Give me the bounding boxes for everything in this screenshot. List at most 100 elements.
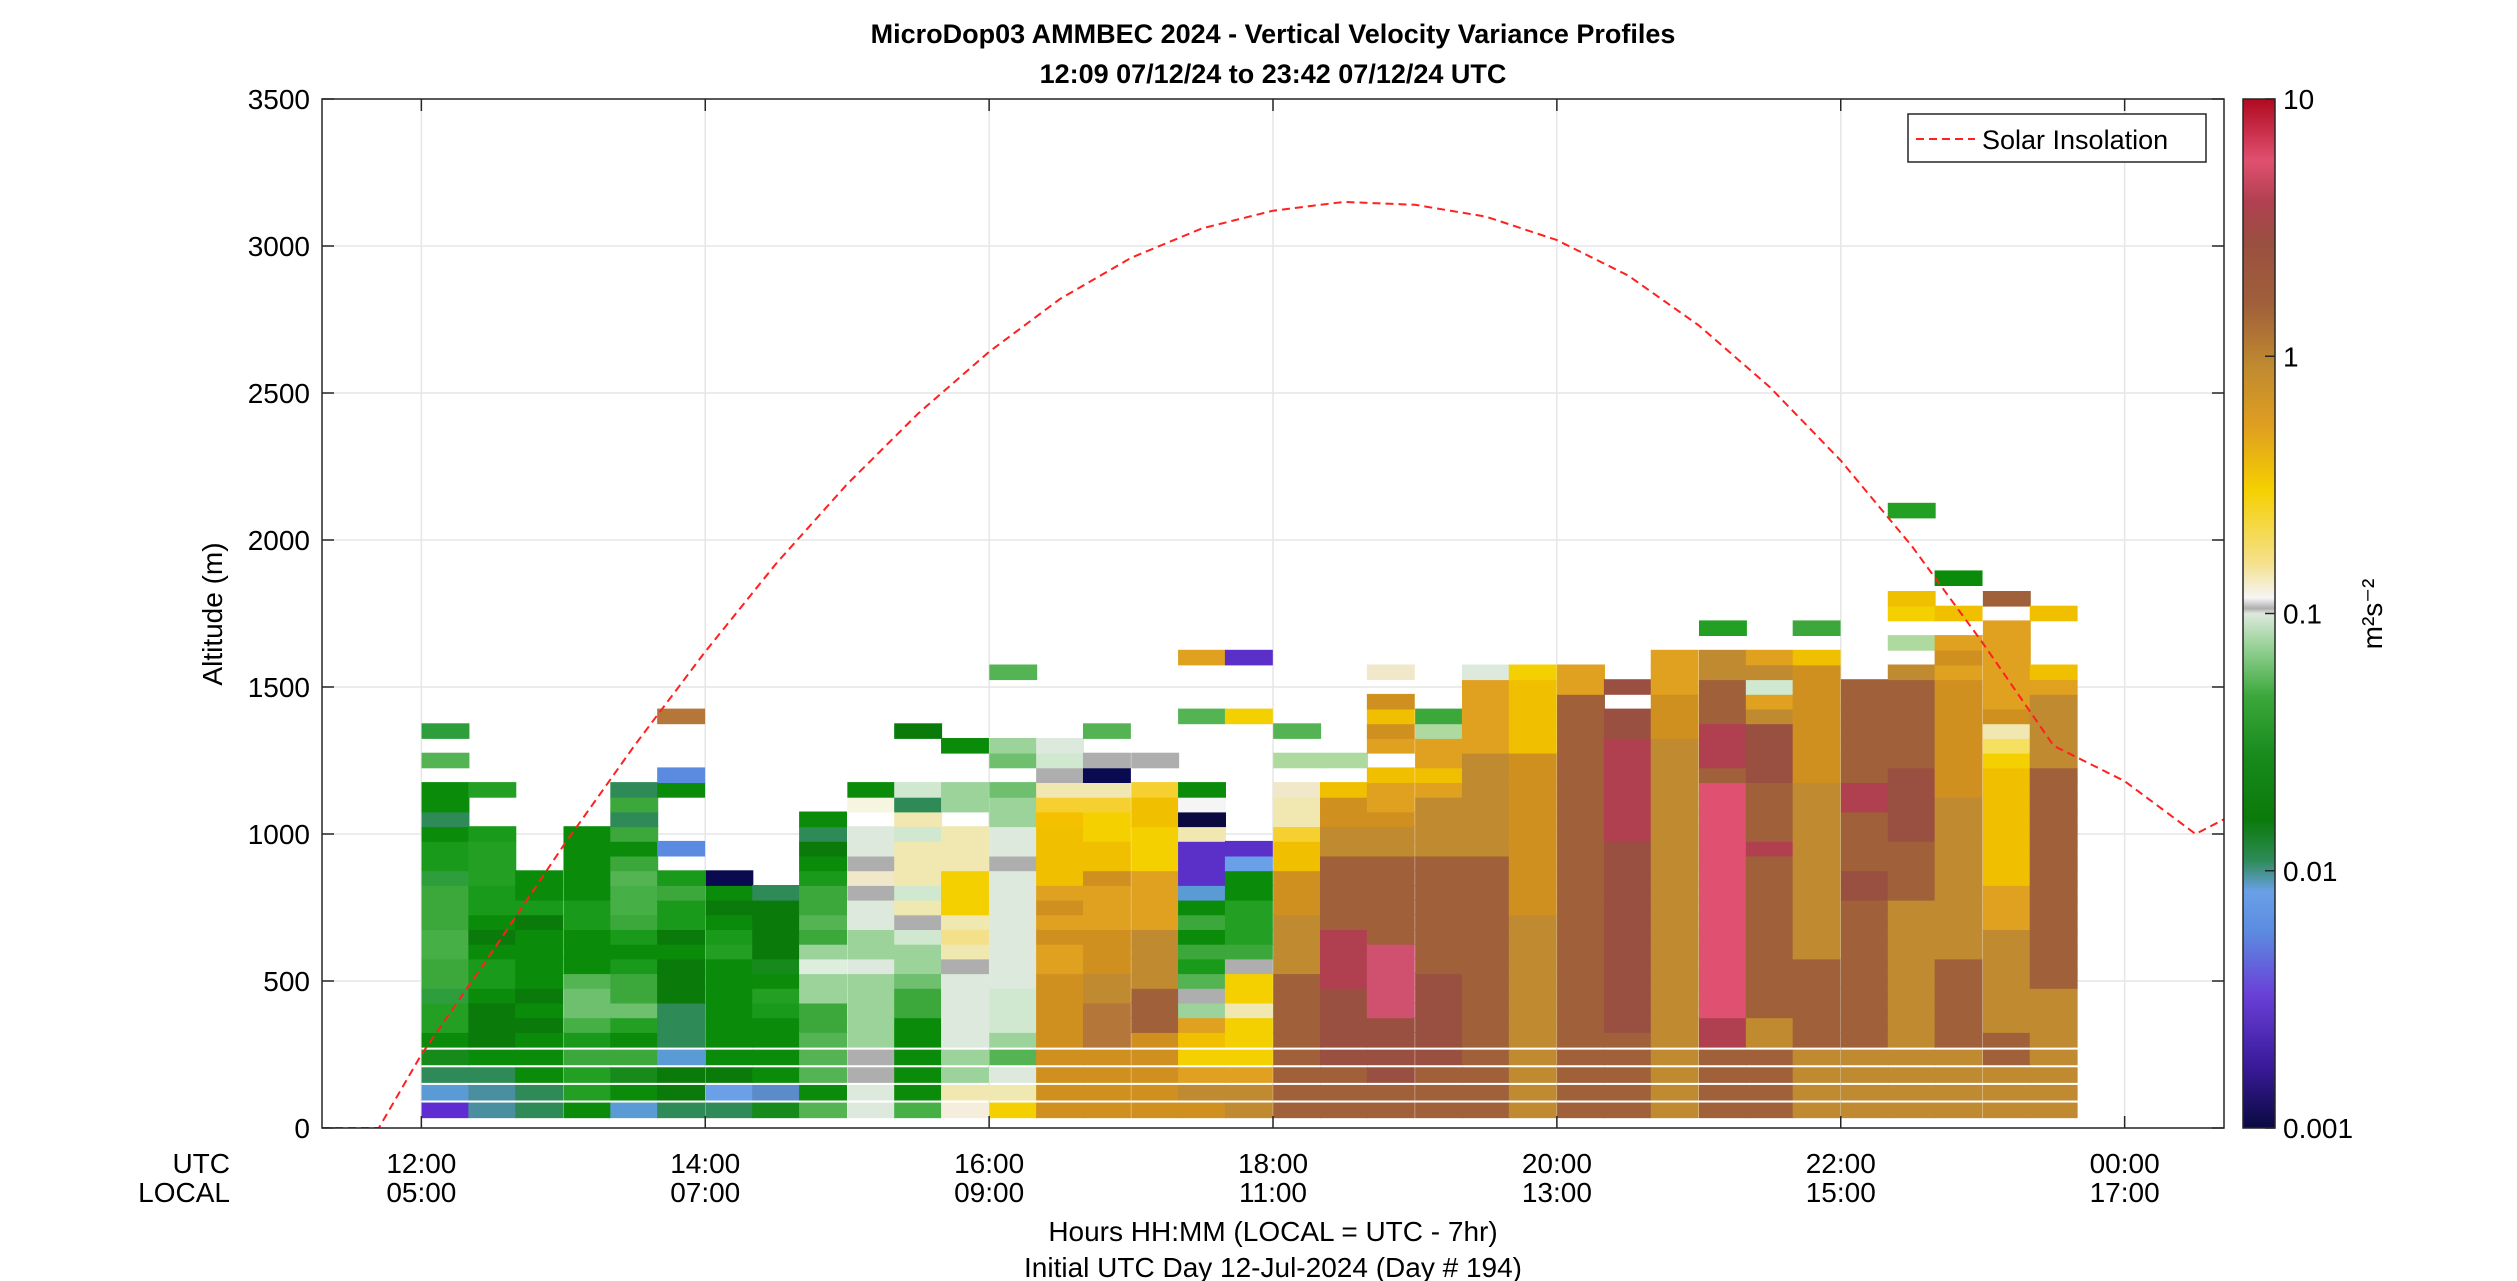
- heatmap-cell: [847, 885, 896, 901]
- heatmap-cell: [1982, 870, 2031, 886]
- heatmap-cell: [1650, 958, 1699, 975]
- heatmap-cell: [1982, 620, 2031, 636]
- heatmap-cell: [1320, 1049, 1368, 1066]
- heatmap-cell: [1982, 1084, 2031, 1101]
- heatmap-cell: [989, 1032, 1038, 1048]
- heatmap-cell: [1698, 708, 1747, 725]
- heatmap-cell: [1982, 987, 2031, 1004]
- heatmap-cell: [752, 987, 801, 1004]
- heatmap-cell: [1557, 1102, 1605, 1119]
- heatmap-cell: [1557, 1017, 1605, 1033]
- heatmap-cell: [1557, 1032, 1605, 1048]
- heatmap-cell: [1131, 1017, 1180, 1033]
- heatmap-cell: [989, 958, 1038, 975]
- heatmap-cell: [1698, 693, 1747, 710]
- x-tick-label-local: 13:00: [1522, 1177, 1592, 1208]
- heatmap-cell: [799, 885, 848, 901]
- heatmap-cell: [563, 855, 612, 872]
- heatmap-cell: [1273, 723, 1322, 739]
- x-tick-label-utc: 18:00: [1238, 1148, 1308, 1179]
- heatmap-cell: [1698, 855, 1747, 872]
- heatmap-cell: [1273, 870, 1322, 886]
- heatmap-cell: [1982, 635, 2031, 651]
- heatmap-cell: [1557, 870, 1605, 886]
- heatmap-cell: [1508, 664, 1557, 681]
- heatmap-cell: [1320, 1002, 1368, 1019]
- heatmap-cell: [2029, 782, 2078, 798]
- heatmap-cell: [799, 914, 848, 930]
- heatmap-cell: [1224, 943, 1273, 960]
- heatmap-cell: [1036, 752, 1085, 769]
- heatmap-cell: [1273, 943, 1322, 960]
- heatmap-cell: [421, 1084, 470, 1101]
- heatmap-cell: [1461, 885, 1510, 901]
- heatmap-cell: [1982, 649, 2031, 666]
- heatmap-cell: [1982, 1002, 2031, 1019]
- heatmap-cell: [894, 885, 943, 901]
- heatmap-cell: [1131, 811, 1180, 828]
- heatmap-cell: [1650, 1084, 1699, 1101]
- heatmap-cell: [1224, 708, 1273, 725]
- heatmap-cell: [1320, 855, 1368, 872]
- heatmap-cell: [1036, 796, 1085, 813]
- heatmap-cell: [1415, 782, 1464, 798]
- heatmap-cell: [1840, 693, 1889, 710]
- heatmap-cell: [1415, 929, 1464, 945]
- heatmap-cell: [1934, 1002, 1983, 1019]
- heatmap-cell: [2029, 664, 2078, 681]
- heatmap-cell: [610, 855, 659, 872]
- heatmap-cell: [1840, 767, 1889, 783]
- heatmap-cell: [894, 1002, 943, 1019]
- heatmap-cell: [1224, 899, 1273, 916]
- heatmap-cell: [610, 1032, 659, 1048]
- heatmap-cell: [1840, 1032, 1889, 1048]
- heatmap-cell: [894, 811, 943, 828]
- heatmap-cell: [515, 1017, 564, 1033]
- heatmap-cell: [1840, 840, 1889, 857]
- heatmap-cell: [1650, 943, 1699, 960]
- heatmap-cell: [1508, 914, 1557, 930]
- heatmap-cell: [1273, 914, 1322, 930]
- heatmap-cell: [421, 914, 470, 930]
- heatmap-cell: [1934, 605, 1983, 622]
- heatmap-cell: [421, 870, 470, 886]
- heatmap-cell: [563, 840, 612, 857]
- heatmap-cell: [1934, 570, 1983, 587]
- heatmap-cell: [1698, 987, 1747, 1004]
- heatmap-cell: [1792, 840, 1841, 857]
- heatmap-cell: [1698, 767, 1747, 783]
- heatmap-cell: [1934, 1084, 1983, 1101]
- heatmap-cell: [1082, 840, 1131, 857]
- heatmap-cell: [1745, 679, 1794, 695]
- heatmap-cell: [657, 943, 706, 960]
- heatmap-cell: [1745, 855, 1794, 872]
- heatmap-cell: [1840, 914, 1889, 930]
- heatmap-cell: [989, 1017, 1038, 1033]
- heatmap-cell: [1603, 973, 1652, 989]
- heatmap-cell: [2029, 885, 2078, 901]
- heatmap-cell: [563, 1102, 612, 1119]
- heatmap-cell: [894, 929, 943, 945]
- heatmap-cell: [1698, 738, 1747, 754]
- heatmap-cell: [1178, 929, 1226, 945]
- heatmap-cell: [1887, 708, 1936, 725]
- heatmap-cell: [1650, 987, 1699, 1004]
- heatmap-cell: [1557, 782, 1605, 798]
- heatmap-cell: [1603, 943, 1652, 960]
- heatmap-cell: [1650, 899, 1699, 916]
- heatmap-cell: [1887, 973, 1936, 989]
- heatmap-cell: [1650, 679, 1699, 695]
- heatmap-cell: [1036, 899, 1085, 916]
- heatmap-cell: [421, 782, 470, 798]
- heatmap-cell: [1698, 1017, 1747, 1033]
- heatmap-cell: [941, 943, 989, 960]
- heatmap-cell: [1178, 1017, 1226, 1033]
- heatmap-cell: [1792, 620, 1841, 636]
- heatmap-cell: [1887, 1102, 1936, 1119]
- heatmap-cell: [705, 1067, 754, 1083]
- heatmap-cell: [563, 1017, 612, 1033]
- heatmap-cell: [847, 958, 896, 975]
- heatmap-cell: [1508, 1084, 1557, 1101]
- heatmap-cell: [1745, 708, 1794, 725]
- heatmap-cell: [1178, 958, 1226, 975]
